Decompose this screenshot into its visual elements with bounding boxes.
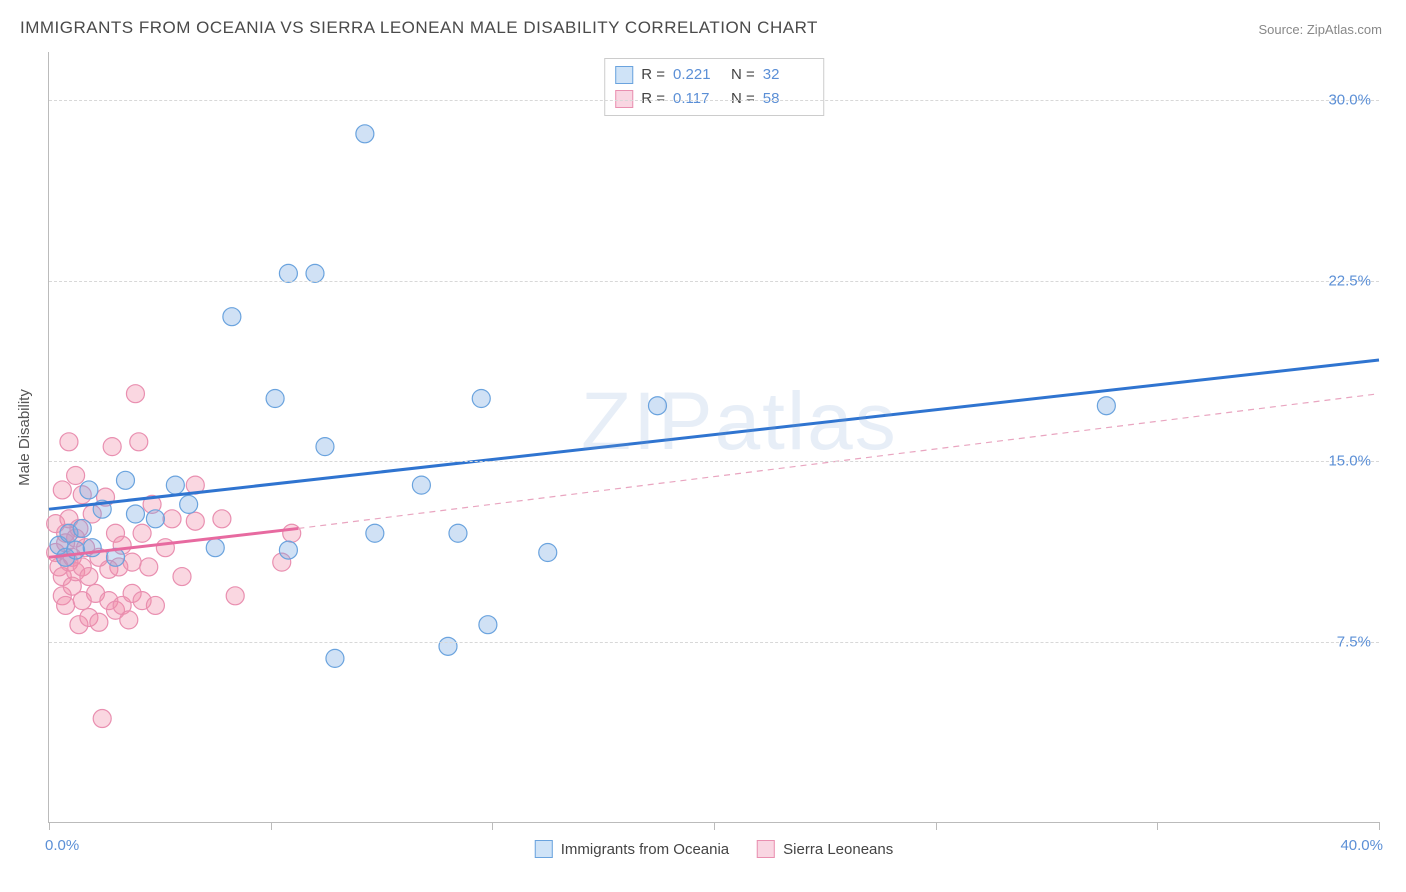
- data-point: [57, 596, 75, 614]
- data-point: [412, 476, 430, 494]
- legend-row-sierra: R = 0.117 N = 58: [615, 87, 813, 111]
- data-point: [173, 568, 191, 586]
- data-point: [316, 438, 334, 456]
- data-point: [120, 611, 138, 629]
- gridline: [49, 461, 1379, 462]
- data-point: [539, 544, 557, 562]
- data-point: [366, 524, 384, 542]
- r-label: R =: [641, 63, 665, 87]
- data-point: [226, 587, 244, 605]
- x-tick-mark: [936, 822, 937, 830]
- r-value-oceania: 0.221: [673, 63, 723, 87]
- chart-svg: [49, 52, 1379, 822]
- trend-line: [49, 360, 1379, 509]
- data-point: [103, 438, 121, 456]
- data-point: [116, 471, 134, 489]
- legend-row-oceania: R = 0.221 N = 32: [615, 63, 813, 87]
- data-point: [80, 481, 98, 499]
- data-point: [439, 637, 457, 655]
- n-value-oceania: 32: [763, 63, 813, 87]
- y-axis-label: Male Disability: [16, 389, 33, 486]
- data-point: [213, 510, 231, 528]
- swatch-sierra-icon: [757, 840, 775, 858]
- x-tick-mark: [1157, 822, 1158, 830]
- data-point: [73, 519, 91, 537]
- x-tick-mark: [1379, 822, 1380, 830]
- data-point: [1097, 397, 1115, 415]
- x-tick-mark: [271, 822, 272, 830]
- x-tick-mark: [49, 822, 50, 830]
- data-point: [130, 433, 148, 451]
- data-point: [163, 510, 181, 528]
- data-point: [156, 539, 174, 557]
- legend-item-sierra: Sierra Leoneans: [757, 840, 893, 858]
- data-point: [279, 541, 297, 559]
- data-point: [326, 649, 344, 667]
- series-legend: Immigrants from Oceania Sierra Leoneans: [535, 840, 893, 858]
- legend-item-oceania: Immigrants from Oceania: [535, 840, 729, 858]
- data-point: [60, 433, 78, 451]
- swatch-oceania: [615, 66, 633, 84]
- chart-title: IMMIGRANTS FROM OCEANIA VS SIERRA LEONEA…: [20, 18, 818, 38]
- data-point: [123, 553, 141, 571]
- data-point: [80, 568, 98, 586]
- data-point: [283, 524, 301, 542]
- data-point: [479, 616, 497, 634]
- data-point: [126, 505, 144, 523]
- data-point: [133, 524, 151, 542]
- n-label: N =: [731, 63, 755, 87]
- data-point: [140, 558, 158, 576]
- data-point: [356, 125, 374, 143]
- data-point: [472, 390, 490, 408]
- data-point: [67, 467, 85, 485]
- data-point: [146, 510, 164, 528]
- data-point: [266, 390, 284, 408]
- x-tick-mark: [714, 822, 715, 830]
- correlation-legend: R = 0.221 N = 32 R = 0.117 N = 58: [604, 58, 824, 116]
- legend-label-oceania: Immigrants from Oceania: [561, 841, 729, 858]
- legend-label-sierra: Sierra Leoneans: [783, 841, 893, 858]
- data-point: [449, 524, 467, 542]
- data-point: [53, 481, 71, 499]
- data-point: [146, 596, 164, 614]
- source-prefix: Source:: [1258, 22, 1306, 37]
- data-point: [126, 385, 144, 403]
- r-label: R =: [641, 87, 665, 111]
- gridline: [49, 642, 1379, 643]
- data-point: [186, 512, 204, 530]
- data-point: [180, 495, 198, 513]
- data-point: [206, 539, 224, 557]
- y-axis-label-container: Male Disability: [14, 52, 34, 822]
- x-min-label: 0.0%: [45, 837, 79, 854]
- data-point: [90, 613, 108, 631]
- data-point: [166, 476, 184, 494]
- source-label: Source: ZipAtlas.com: [1258, 22, 1382, 37]
- n-value-sierra: 58: [763, 87, 813, 111]
- chart-plot-area: ZIPatlas R = 0.221 N = 32 R = 0.117 N = …: [48, 52, 1379, 823]
- gridline: [49, 100, 1379, 101]
- swatch-sierra: [615, 90, 633, 108]
- data-point: [223, 308, 241, 326]
- n-label: N =: [731, 87, 755, 111]
- x-tick-mark: [492, 822, 493, 830]
- x-max-label: 40.0%: [1340, 837, 1383, 854]
- data-point: [648, 397, 666, 415]
- gridline: [49, 281, 1379, 282]
- r-value-sierra: 0.117: [673, 87, 723, 111]
- data-point: [93, 710, 111, 728]
- swatch-oceania-icon: [535, 840, 553, 858]
- source-value: ZipAtlas.com: [1307, 22, 1382, 37]
